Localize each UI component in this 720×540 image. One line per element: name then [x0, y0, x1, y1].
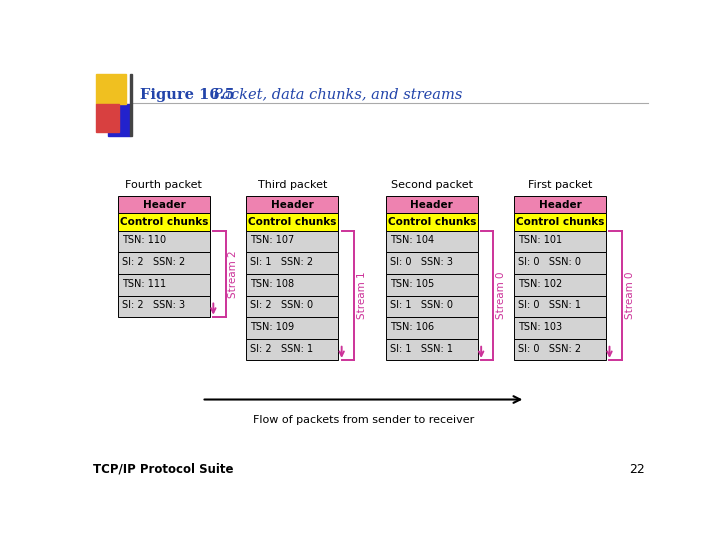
Bar: [118, 274, 210, 295]
Bar: [109, 104, 130, 136]
Bar: [386, 295, 478, 317]
Text: SI: 1   SSN: 1: SI: 1 SSN: 1: [390, 343, 453, 354]
Bar: [246, 339, 338, 360]
Text: SI: 0   SSN: 0: SI: 0 SSN: 0: [518, 257, 581, 267]
Text: TCP/IP Protocol Suite: TCP/IP Protocol Suite: [93, 463, 233, 476]
Text: SI: 0   SSN: 2: SI: 0 SSN: 2: [518, 343, 581, 354]
Text: SI: 0   SSN: 1: SI: 0 SSN: 1: [518, 300, 581, 310]
Bar: [386, 317, 478, 339]
Text: TSN: 110: TSN: 110: [122, 235, 166, 246]
Bar: [118, 196, 210, 213]
Text: Flow of packets from sender to receiver: Flow of packets from sender to receiver: [253, 415, 474, 426]
Bar: [246, 252, 338, 274]
Bar: [386, 231, 478, 252]
Text: Header: Header: [143, 199, 185, 210]
Bar: [514, 196, 606, 213]
Bar: [246, 231, 338, 252]
Text: TSN: 107: TSN: 107: [250, 235, 294, 246]
Text: Control chunks: Control chunks: [120, 217, 208, 227]
Bar: [246, 295, 338, 317]
Text: Packet, data chunks, and streams: Packet, data chunks, and streams: [199, 87, 462, 102]
Text: TSN: 103: TSN: 103: [518, 322, 562, 332]
Text: SI: 2   SSN: 1: SI: 2 SSN: 1: [250, 343, 313, 354]
Text: TSN: 104: TSN: 104: [390, 235, 433, 246]
Bar: [514, 274, 606, 295]
Bar: [386, 252, 478, 274]
Text: TSN: 101: TSN: 101: [518, 235, 562, 246]
Text: Header: Header: [410, 199, 453, 210]
Text: TSN: 105: TSN: 105: [390, 279, 434, 289]
Bar: [96, 75, 126, 104]
Text: TSN: 111: TSN: 111: [122, 279, 166, 289]
Text: Third packet: Third packet: [258, 179, 327, 190]
Text: TSN: 102: TSN: 102: [518, 279, 562, 289]
Bar: [386, 274, 478, 295]
Text: TSN: 106: TSN: 106: [390, 322, 433, 332]
Bar: [96, 104, 119, 132]
Text: Fourth packet: Fourth packet: [125, 179, 202, 190]
Text: SI: 2   SSN: 3: SI: 2 SSN: 3: [122, 300, 185, 310]
Bar: [118, 252, 210, 274]
Text: Stream 2: Stream 2: [228, 250, 238, 298]
Text: Stream 0: Stream 0: [496, 272, 506, 319]
Bar: [246, 274, 338, 295]
Text: Header: Header: [539, 199, 582, 210]
Text: Control chunks: Control chunks: [516, 217, 604, 227]
Text: SI: 1   SSN: 2: SI: 1 SSN: 2: [250, 257, 313, 267]
Text: SI: 0   SSN: 3: SI: 0 SSN: 3: [390, 257, 453, 267]
Text: TSN: 109: TSN: 109: [250, 322, 294, 332]
Bar: [514, 295, 606, 317]
Text: First packet: First packet: [528, 179, 593, 190]
Bar: [246, 317, 338, 339]
Bar: [246, 196, 338, 213]
Text: SI: 2   SSN: 0: SI: 2 SSN: 0: [250, 300, 313, 310]
Text: SI: 2   SSN: 2: SI: 2 SSN: 2: [122, 257, 185, 267]
Bar: [514, 252, 606, 274]
Bar: [118, 213, 210, 231]
Text: TSN: 108: TSN: 108: [250, 279, 294, 289]
Bar: [514, 213, 606, 231]
Text: Stream 0: Stream 0: [624, 272, 634, 319]
Bar: [514, 317, 606, 339]
Bar: [118, 231, 210, 252]
Bar: [130, 74, 132, 136]
Bar: [514, 339, 606, 360]
Text: Figure 16.5: Figure 16.5: [140, 87, 235, 102]
Text: SI: 1   SSN: 0: SI: 1 SSN: 0: [390, 300, 453, 310]
Bar: [386, 213, 478, 231]
Bar: [386, 196, 478, 213]
Text: Control chunks: Control chunks: [387, 217, 476, 227]
Text: 22: 22: [629, 463, 645, 476]
Bar: [246, 213, 338, 231]
Bar: [118, 295, 210, 317]
Bar: [514, 231, 606, 252]
Bar: [386, 339, 478, 360]
Text: Control chunks: Control chunks: [248, 217, 336, 227]
Text: Stream 1: Stream 1: [356, 272, 366, 319]
Text: Second packet: Second packet: [391, 179, 473, 190]
Text: Header: Header: [271, 199, 314, 210]
